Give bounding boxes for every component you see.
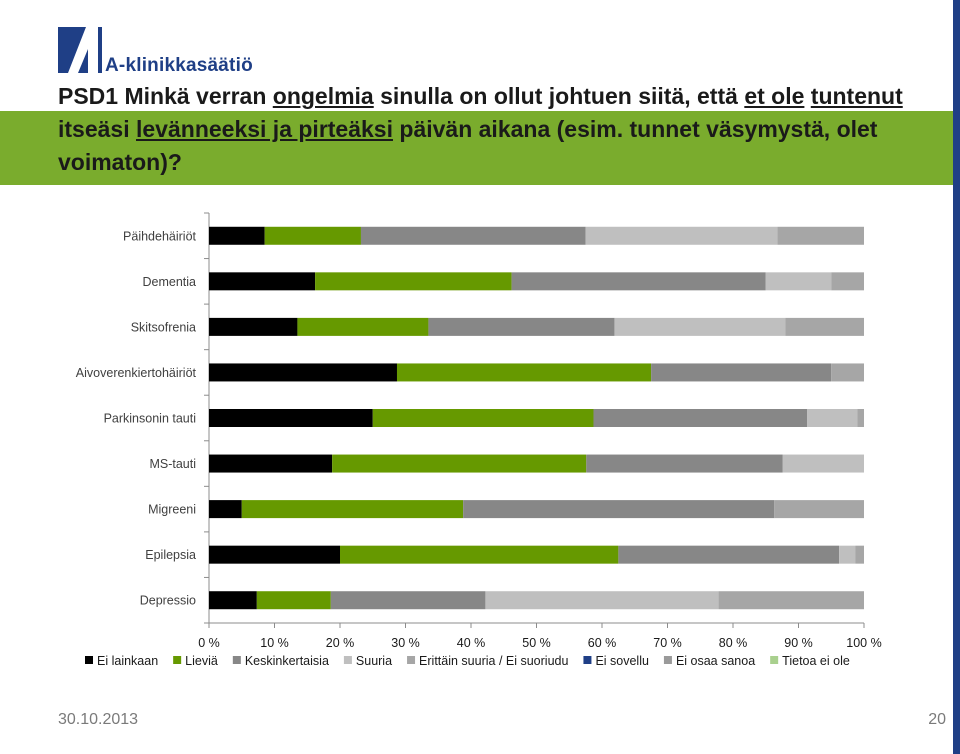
x-tick-label: 50 %	[522, 636, 551, 650]
legend-swatch	[85, 656, 93, 664]
bar-segment: Erittäin suuria / Ei suoriudu: 12 %	[785, 317, 864, 336]
category-label: Migreeni	[148, 503, 196, 517]
a-klinikka-logo-icon	[58, 27, 102, 73]
x-tick-label: 30 %	[391, 636, 420, 650]
page-number: 20	[928, 711, 946, 728]
legend-swatch	[232, 656, 241, 664]
bar-segment: Erittäin suuria / Ei suoriudu: 22.2 %	[718, 591, 864, 610]
bar-segment: Ei lainkaan: 5 %	[209, 500, 242, 519]
x-tick-label: 40 %	[457, 636, 486, 650]
bar-segment: Erittäin suuria / Ei suoriudu: 13.7 %	[774, 500, 864, 519]
logo	[58, 27, 248, 77]
x-tick-label: 80 %	[719, 636, 748, 650]
legend-label: Ei sovellu	[595, 654, 649, 668]
title-part: päivän aikana (esim. tunnet väsymystä, o…	[58, 116, 878, 175]
title-part: itseäsi	[58, 116, 136, 142]
category-label: Skitsofrenia	[131, 320, 196, 334]
x-tick-label: 0 %	[198, 636, 220, 650]
bar-segment: Keskinkertaisia: 28.4 %	[428, 317, 615, 336]
bar-segment: Keskinkertaisia: 27.5 %	[651, 363, 832, 382]
title-part: tuntenut	[810, 83, 903, 109]
bar-segment: Lieviä: 30 %	[315, 272, 512, 291]
category-label: Parkinsonin tauti	[104, 412, 196, 426]
x-tick-label: 90 %	[784, 636, 813, 650]
x-tick-label: 10 %	[260, 636, 289, 650]
legend-swatch	[583, 656, 592, 664]
legend-label: Suuria	[356, 654, 392, 668]
bar-segment: Ei lainkaan: 28.7 %	[209, 363, 397, 382]
legend-label: Keskinkertaisia	[245, 654, 329, 668]
right-edge-rule	[953, 0, 960, 754]
x-tick-label: 60 %	[588, 636, 617, 650]
bar-segment: Erittäin suuria / Ei suoriudu: 13.2 %	[777, 226, 864, 245]
bar-segment: Lieviä: 42.5 %	[340, 545, 619, 564]
legend-swatch	[407, 656, 416, 664]
bar-segment: Lieviä: 11.3 %	[256, 591, 331, 610]
slide-title: PSD1 Minkä verran ongelmia sinulla on ol…	[58, 80, 938, 179]
bar-segment: Keskinkertaisia: 33.7 %	[618, 545, 840, 564]
title-part: levänneeksi ja pirteäksi	[136, 116, 393, 142]
legend-label: Ei lainkaan	[97, 654, 158, 668]
title-part: PSD1 Minkä verran	[58, 83, 273, 109]
bar-segment: Erittäin suuria / Ei suoriudu: 5 %	[831, 363, 864, 382]
legend-swatch	[663, 656, 672, 664]
category-label: Epilepsia	[145, 548, 196, 562]
bar-segment: Suuria: 26.1 %	[614, 317, 786, 336]
category-label: Aivoverenkiertohäiriöt	[76, 366, 197, 380]
bar-segment: Ei lainkaan: 18.8 %	[209, 454, 333, 473]
title-part: et ole	[744, 83, 805, 109]
bar-segment: Lieviä: 14.7 %	[264, 226, 361, 245]
bar-segment: Lieviä: 38.8 %	[332, 454, 587, 473]
legend-swatch	[770, 656, 779, 664]
category-label: MS-tauti	[149, 457, 196, 471]
bar-segment: Suuria: 10 %	[765, 272, 832, 291]
bar-segment: Ei lainkaan: 20 %	[209, 545, 340, 564]
category-label: Dementia	[143, 275, 197, 289]
legend-label: Lieviä	[185, 654, 218, 668]
bar-segment: Keskinkertaisia: 47.5 %	[463, 500, 775, 519]
x-tick-label: 100 %	[846, 636, 881, 650]
bar-segment: Suuria: 35.6 %	[485, 591, 719, 610]
footer-date: 30.10.2013	[58, 711, 139, 728]
title-part: ongelmia	[272, 83, 374, 109]
category-label: Depressio	[140, 594, 196, 608]
bar-segment: Ei lainkaan: 13.5 %	[209, 317, 298, 336]
x-tick-label: 20 %	[326, 636, 355, 650]
bar-segment: Ei lainkaan: 16.2 %	[209, 272, 316, 291]
bar-segment: Ei lainkaan: 25 %	[209, 409, 373, 427]
bar-segment: Keskinkertaisia: 34.3 %	[360, 226, 586, 245]
bar-segment: Lieviä: 33.7 %	[372, 409, 594, 427]
bar-segment: Keskinkertaisia: 23.6 %	[330, 591, 486, 610]
legend-swatch	[343, 656, 352, 664]
logo-text: A-klinikkasäätiö	[105, 55, 253, 76]
bar-segment: Erittäin suuria / Ei suoriudu: 5 %	[831, 272, 864, 291]
bar-segment: Erittäin suuria / Ei suoriudu: 1 %	[857, 409, 864, 427]
bar-segment: Keskinkertaisia: 32.6 %	[593, 409, 808, 427]
x-tick-label: 70 %	[653, 636, 682, 650]
bar-segment: Keskinkertaisia: 30 %	[586, 454, 783, 473]
bar-segment: Ei lainkaan: 8.5 %	[209, 226, 265, 245]
bar-segment: Suuria: 2.5 %	[839, 545, 856, 564]
title-band	[0, 111, 953, 185]
stacked-bar-chart: 0 % 10 % 20 % 30 % 40 % 50 % 60 % 70 % 80 % 90 % 1…	[76, 212, 882, 668]
bar-segment: Keskinkertaisia: 38.8 %	[511, 272, 766, 291]
legend-swatch	[173, 656, 182, 664]
bar-segment: Lieviä: 33.8 %	[241, 500, 464, 519]
legend-label: Ei osaa sanoa	[676, 654, 755, 668]
bar-segment: Erittäin suuria / Ei suoriudu: 1.3 %	[855, 545, 864, 564]
bar-segment: Lieviä: 20 %	[297, 317, 429, 336]
bar-segment: Ei lainkaan: 7.3 %	[209, 591, 257, 610]
legend-label: Tietoa ei ole	[782, 654, 850, 668]
title-part: sinulla on ollut johtuen siitä, että	[373, 83, 745, 109]
bar-segment: Suuria: 7.7 %	[807, 409, 858, 427]
legend-label: Erittäin suuria / Ei suoriudu	[419, 654, 568, 668]
bar-segment: Suuria: 29.3 %	[585, 226, 778, 245]
category-label: Päihdehäiriöt	[123, 229, 196, 243]
bar-segment: Lieviä: 38.8 %	[396, 363, 652, 382]
bar-segment: Suuria: 12.4 %	[782, 454, 864, 473]
